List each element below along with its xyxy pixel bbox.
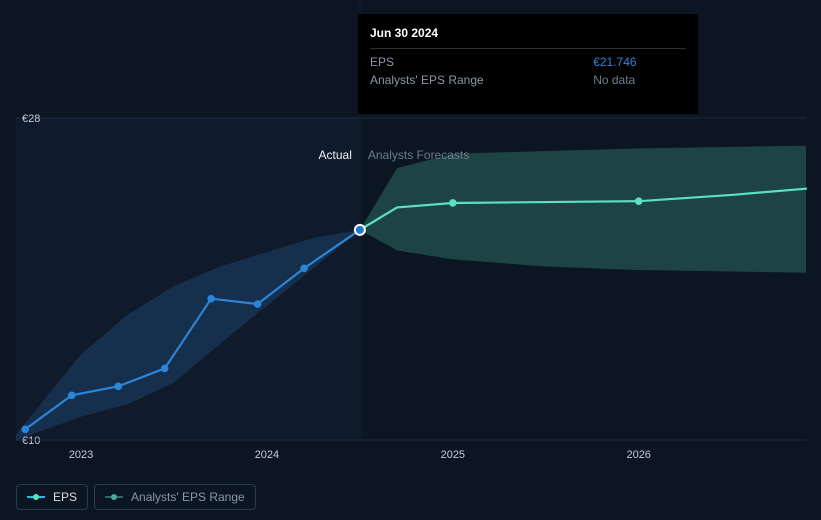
tooltip-row: Analysts' EPS Range No data (370, 71, 686, 89)
tooltip-row: EPS €21.746 (370, 53, 686, 71)
svg-text:2025: 2025 (441, 449, 465, 461)
legend-item-eps-range[interactable]: Analysts' EPS Range (94, 484, 256, 510)
tooltip-value: €21.746 (575, 53, 686, 71)
tooltip-divider (370, 48, 686, 49)
legend-swatch-eps (27, 492, 45, 502)
legend-swatch-eps-range (105, 492, 123, 502)
svg-text:2023: 2023 (69, 449, 93, 461)
section-label-actual: Actual (319, 148, 352, 162)
tooltip-label: Analysts' EPS Range (370, 71, 575, 89)
hover-tooltip: Jun 30 2024 EPS €21.746 Analysts' EPS Ra… (358, 14, 698, 114)
svg-text:€10: €10 (22, 435, 40, 447)
svg-text:2026: 2026 (626, 449, 650, 461)
svg-text:2024: 2024 (255, 449, 279, 461)
section-label-forecast: Analysts Forecasts (368, 148, 469, 162)
tooltip-value: No data (575, 71, 686, 89)
eps-chart: €28 €10 2023 2024 2025 2026 Actual Analysts F… (0, 0, 821, 520)
legend-label: EPS (53, 490, 77, 504)
legend-label: Analysts' EPS Range (131, 490, 245, 504)
legend-item-eps[interactable]: EPS (16, 484, 88, 510)
tooltip-label: EPS (370, 53, 575, 71)
tooltip-title: Jun 30 2024 (370, 22, 686, 46)
legend: EPS Analysts' EPS Range (16, 484, 256, 510)
svg-text:€28: €28 (22, 113, 40, 125)
